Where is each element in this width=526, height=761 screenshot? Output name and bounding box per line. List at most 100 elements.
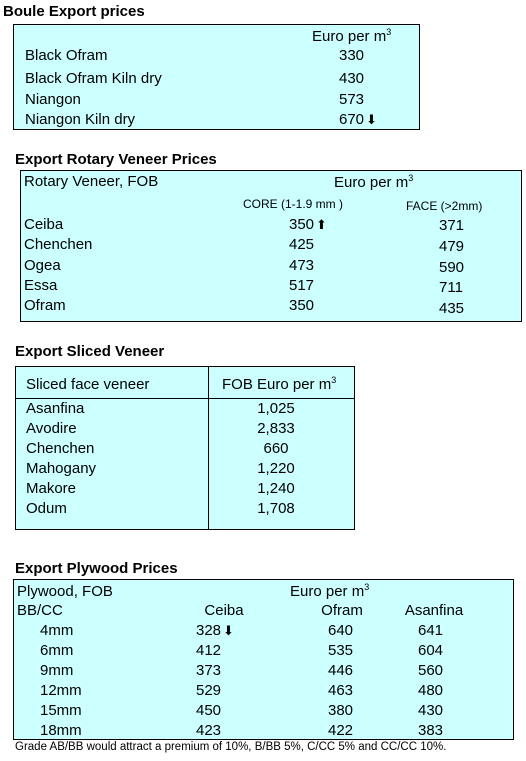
sliced-row-value: 1,025 (257, 400, 295, 417)
sliced-row-name: Makore (26, 480, 77, 497)
rotary-row-name: Chenchen (24, 236, 93, 253)
rotary-row-name: Ceiba (24, 216, 64, 233)
boule-row-value-text: 573 (339, 91, 365, 108)
rotary-row-core-text: 517 (289, 277, 315, 294)
rotary-row-core: 473 (289, 257, 314, 275)
rotary-row-face: 479 (439, 238, 465, 255)
rotary-row-core: 350 ⬆ (289, 216, 327, 234)
boule-row-value: 670 ⬇ (339, 111, 377, 129)
plywood-row-ceiba: 373 (196, 662, 221, 680)
plywood-row-size: 12mm (40, 682, 82, 699)
plywood-row-ofram: 463 (328, 682, 354, 699)
sliced-row-value: 2,833 (257, 420, 295, 437)
plywood-row-ofram: 422 (328, 722, 354, 739)
boule-row-name: Black Ofram (25, 47, 108, 64)
rotary-row-face: 590 (439, 259, 465, 276)
up-arrow-icon: ⬆ (316, 217, 327, 232)
plywood-col-ceiba: Ceiba (204, 602, 244, 619)
sliced-row-value: 1,240 (257, 480, 295, 497)
plywood-row-ceiba: 412 (196, 642, 221, 660)
plywood-row-size: 4mm (40, 622, 74, 639)
plywood-col-ofram: Ofram (321, 602, 363, 619)
boule-header: Euro per m3 (312, 27, 392, 46)
sliced-header-divider (16, 398, 354, 399)
sliced-title: Export Sliced Veneer (15, 343, 165, 360)
rotary-row-core: 350 (289, 297, 314, 315)
plywood-row-size: 15mm (40, 702, 82, 719)
rotary-col-core: CORE (1-1.9 mm ) (243, 197, 344, 211)
plywood-row-ceiba-text: 450 (196, 702, 222, 719)
boule-row-value-text: 430 (339, 70, 365, 87)
sliced-col-value: FOB Euro per m3 (222, 375, 337, 394)
plywood-label: Plywood, FOB (17, 583, 113, 600)
plywood-col-asanfina: Asanfina (404, 602, 464, 619)
boule-title: Boule Export prices (3, 3, 145, 20)
plywood-row-asanfina: 604 (418, 642, 444, 659)
rotary-title: Export Rotary Veneer Prices (15, 151, 217, 168)
sliced-col-name: Sliced face veneer (26, 376, 150, 393)
boule-row-value-text: 330 (339, 47, 365, 64)
rotary-col-face: FACE (>2mm) (406, 199, 483, 213)
rotary-row-core: 517 (289, 277, 314, 295)
plywood-row-ceiba: 529 (196, 682, 221, 700)
plywood-row-ofram: 380 (328, 702, 354, 719)
sliced-table: Sliced face veneer FOB Euro per m3 Asanf… (15, 366, 355, 530)
plywood-table: Plywood, FOB Euro per m3 BB/CC Ceiba Ofr… (13, 579, 514, 740)
boule-row-value: 573 (339, 91, 364, 109)
rotary-row-core-text: 350 (289, 216, 315, 233)
plywood-row-ofram: 446 (328, 662, 354, 679)
rotary-header: Euro per m3 (334, 173, 414, 192)
plywood-row-ceiba-text: 529 (196, 682, 222, 699)
rotary-row-face: 435 (439, 300, 465, 317)
plywood-grade: BB/CC (17, 602, 63, 619)
plywood-row-ceiba: 328 ⬇ (196, 622, 234, 640)
plywood-row-ceiba: 450 (196, 702, 221, 720)
plywood-row-ceiba-text: 423 (196, 722, 222, 739)
plywood-row-asanfina: 641 (418, 622, 444, 639)
sliced-row-name: Odum (26, 500, 67, 517)
sliced-row-name: Avodire (26, 420, 77, 437)
plywood-row-asanfina: 480 (418, 682, 444, 699)
plywood-row-size: 6mm (40, 642, 74, 659)
plywood-note: Grade AB/BB would attract a premium of 1… (15, 741, 447, 753)
down-arrow-icon: ⬇ (223, 623, 234, 638)
sliced-row-name: Asanfina (26, 400, 85, 417)
rotary-row-core-text: 473 (289, 257, 315, 274)
boule-row-value: 330 (339, 47, 364, 65)
boule-row-value-text: 670 (339, 111, 365, 128)
sliced-row-value: 660 (263, 440, 289, 457)
rotary-table: Rotary Veneer, FOB Euro per m3 CORE (1-1… (20, 170, 522, 322)
boule-row-name: Niangon Kiln dry (25, 111, 136, 128)
plywood-title: Export Plywood Prices (15, 560, 178, 577)
sliced-row-value: 1,220 (257, 460, 295, 477)
boule-row-name: Niangon (25, 91, 81, 108)
rotary-row-core-text: 350 (289, 297, 315, 314)
boule-table: Euro per m3 Black Ofram 330 Black Ofram Ki… (13, 24, 420, 130)
plywood-row-size: 18mm (40, 722, 82, 739)
rotary-row-face: 711 (439, 279, 463, 296)
plywood-row-asanfina: 430 (418, 702, 444, 719)
boule-row-value: 430 (339, 70, 364, 88)
rotary-row-core: 425 (289, 236, 314, 254)
rotary-row-name: Ogea (24, 257, 61, 274)
sliced-row-name: Mahogany (26, 460, 97, 477)
plywood-row-asanfina: 383 (418, 722, 444, 739)
plywood-row-ofram: 535 (328, 642, 354, 659)
boule-row-name: Black Ofram Kiln dry (25, 70, 162, 87)
plywood-row-ceiba-text: 412 (196, 642, 222, 659)
rotary-label: Rotary Veneer, FOB (24, 173, 159, 190)
plywood-header: Euro per m3 (290, 582, 370, 601)
rotary-row-face: 371 (439, 217, 465, 234)
sliced-column-divider (208, 367, 209, 529)
rotary-row-core-text: 425 (289, 236, 315, 253)
plywood-row-size: 9mm (40, 662, 74, 679)
rotary-row-name: Essa (24, 277, 58, 294)
sliced-row-value: 1,708 (257, 500, 295, 517)
plywood-row-ceiba: 423 (196, 722, 221, 740)
rotary-row-name: Ofram (24, 297, 66, 314)
sliced-row-name: Chenchen (26, 440, 95, 457)
plywood-row-ofram: 640 (328, 622, 354, 639)
down-arrow-icon: ⬇ (366, 112, 377, 127)
plywood-row-ceiba-text: 328 (196, 622, 222, 639)
plywood-row-asanfina: 560 (418, 662, 444, 679)
